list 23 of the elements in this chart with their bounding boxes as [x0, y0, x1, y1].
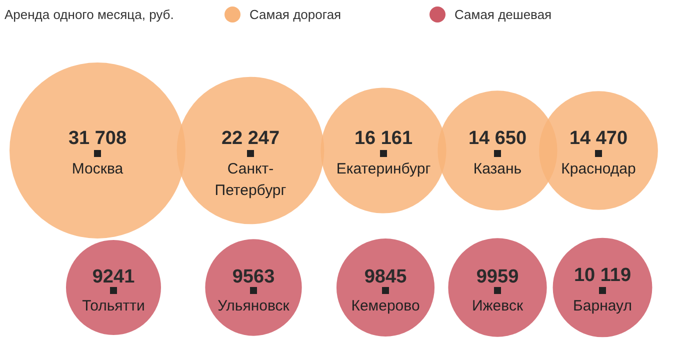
text: Аренда одного месяца, руб.	[4, 7, 174, 22]
category-label: Барнаул	[573, 298, 632, 314]
category-label: Ульяновск	[218, 298, 290, 314]
data-label: 9959	[476, 266, 519, 288]
data-label: 9845	[364, 266, 408, 288]
data-label: 22 247	[221, 128, 280, 149]
data-label: 14 470	[569, 128, 628, 149]
category-label: Москва	[72, 160, 124, 178]
data-label: 16 161	[354, 128, 413, 149]
category-label: Санкт-Петербург	[214, 160, 287, 199]
category-label: Казань	[473, 160, 522, 178]
data-label: 14 650	[468, 128, 527, 149]
category-label: Екатеринбург	[336, 160, 432, 178]
category-label: Кемерово	[351, 298, 420, 314]
legend-label: Самая дешевая	[454, 7, 552, 22]
category-label: Тольятти	[82, 298, 145, 314]
category-label: Краснодар	[561, 160, 636, 178]
legend-label: Самая дорогая	[250, 7, 342, 22]
data-label: 10 119	[574, 265, 632, 286]
data-label: 9241	[92, 266, 136, 288]
category-label: Ижевск	[472, 298, 524, 314]
data-label: 31 708	[68, 128, 127, 149]
data-label: 9563	[232, 266, 275, 288]
